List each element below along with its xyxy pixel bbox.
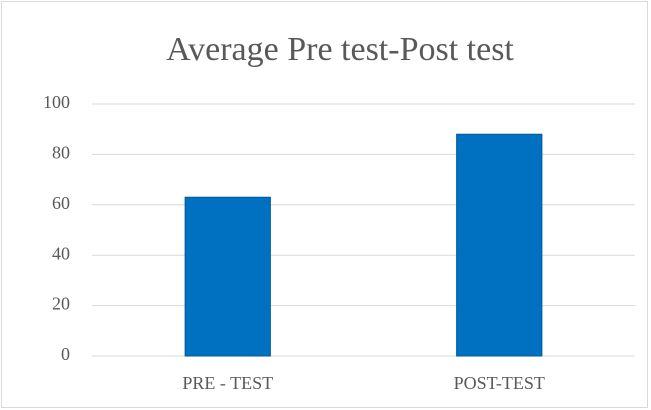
x-tick-label: POST-TEST — [454, 373, 545, 393]
x-tick-label: PRE - TEST — [182, 373, 273, 393]
y-tick-label: 80 — [52, 143, 70, 163]
y-tick-label: 60 — [52, 193, 70, 213]
y-tick-label: 20 — [52, 294, 70, 314]
y-tick-label: 100 — [43, 92, 70, 112]
chart-title: Average Pre test-Post test — [166, 31, 514, 68]
y-tick-label: 0 — [61, 344, 70, 364]
y-tick-label: 40 — [52, 243, 70, 263]
bar — [456, 133, 543, 357]
bar — [184, 196, 271, 357]
